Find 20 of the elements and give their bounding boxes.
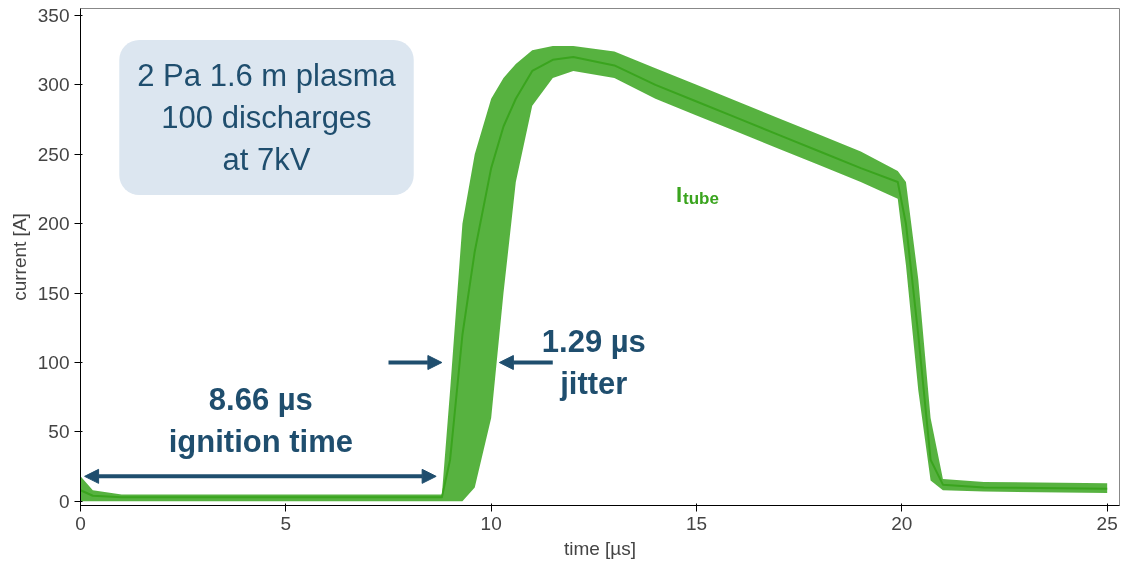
x-tick-label: 5 [280,512,292,534]
y-tick-label: 150 [37,282,70,304]
x-tick-label: 20 [891,512,913,534]
y-tick-label: 350 [37,4,70,26]
x-tick-label: 10 [480,512,502,534]
x-tick-label: 15 [685,512,708,534]
text: Itube [675,182,719,209]
y-tick-label: 200 [37,213,70,235]
annotation: 2 Pa 1.6 m plasma 100 discharges at 7kV [137,58,397,177]
x-tick-label: 0 [75,512,86,534]
x-axis-title: time [µs] [563,537,637,559]
y-tick-label: 0 [58,490,70,512]
annotation: 8.66 µs ignition time [168,382,353,460]
annotation: 1.29 µs jitter [541,324,646,402]
y-axis-title: current [A] [8,213,30,301]
y-tick-label: 300 [37,74,70,96]
x-tick-label: 25 [1096,512,1118,534]
y-tick-label: 100 [37,352,70,374]
y-tick-label: 50 [48,421,70,443]
y-tick-label: 250 [37,143,70,165]
